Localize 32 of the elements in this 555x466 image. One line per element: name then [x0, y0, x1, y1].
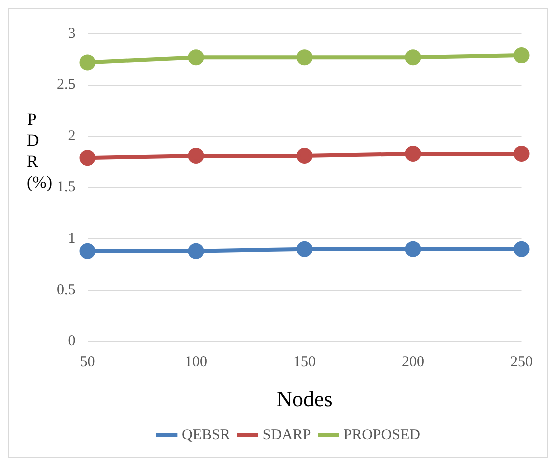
point — [514, 146, 530, 162]
y-tick-label: 0 — [68, 334, 76, 350]
point — [514, 48, 530, 64]
y-axis-title: PDR(%) — [27, 109, 52, 193]
x-tick-label: 100 — [185, 354, 208, 371]
y-tick-label: 1.5 — [57, 180, 76, 196]
y-tick-label: 1 — [68, 231, 76, 248]
point — [188, 148, 204, 164]
point — [296, 148, 313, 164]
y-tick-label: 3 — [68, 26, 76, 42]
point — [405, 50, 422, 66]
point — [188, 50, 204, 66]
legend-label: QEBSR — [182, 427, 230, 444]
y-tick-label: 2.5 — [57, 77, 76, 94]
x-tick-label: 50 — [80, 354, 96, 371]
point — [296, 50, 313, 66]
x-tick-label: 250 — [510, 354, 533, 371]
x-tick-label: 150 — [294, 354, 316, 371]
y-tick-label: 0.5 — [57, 282, 76, 298]
x-axis-title: Nodes — [276, 386, 333, 412]
legend-label: SDARP — [262, 427, 312, 444]
y-tick-label: 2 — [68, 128, 76, 144]
x-tick-label: 200 — [402, 354, 424, 371]
point — [405, 241, 422, 258]
point — [80, 150, 96, 166]
point — [188, 243, 204, 260]
point — [514, 241, 530, 258]
legend-label: PROPOSED — [344, 427, 421, 444]
point — [80, 54, 96, 71]
point — [296, 241, 313, 258]
point — [80, 243, 96, 260]
point — [405, 146, 422, 162]
